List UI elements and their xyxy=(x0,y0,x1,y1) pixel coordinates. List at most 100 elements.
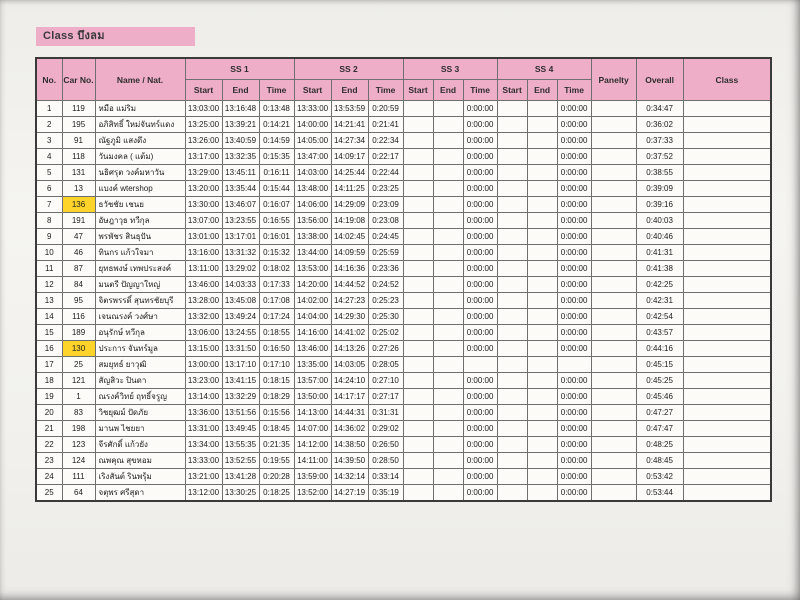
ss3-start-cell xyxy=(402,420,434,437)
overall-cell: 0:53:42 xyxy=(635,468,684,485)
result-row: 8 191 อัษฎาวุธ ทวีกุล 13:07:00 13:23:55 0:16:… xyxy=(35,212,772,229)
ss4-time-cell: 0:00:00 xyxy=(556,308,592,325)
car-no-cell: 119 xyxy=(61,100,96,117)
ss4-time-cell: 0:00:00 xyxy=(556,100,592,117)
result-row: 10 46 ทินกร แก้วใจมา 13:16:00 13:31:32 0:15:3… xyxy=(35,244,772,261)
ss2-time-cell: 0:28:50 xyxy=(367,452,404,469)
col-header-overall: Overall xyxy=(635,57,684,101)
ss2-start-cell: 14:20:00 xyxy=(293,276,332,293)
ss3-start-cell xyxy=(402,324,434,341)
col-header-ss4: SS 4 xyxy=(496,57,592,80)
ss3-start-cell xyxy=(402,244,434,261)
ss1-start-cell: 13:25:00 xyxy=(184,116,223,133)
ss3-start-cell xyxy=(402,388,434,405)
panelty-cell xyxy=(590,324,637,341)
ss4-end-cell xyxy=(526,148,558,165)
class-cell xyxy=(682,100,772,117)
ss1-start-cell: 13:07:00 xyxy=(184,212,223,229)
result-row: 22 123 จีรศักดิ์ แก้วยัง 13:34:00 13:55:35 0:… xyxy=(35,436,772,453)
ss2-time-cell: 0:25:59 xyxy=(367,244,404,261)
ss4-time-cell: 0:00:00 xyxy=(556,404,592,421)
ss3-time-cell: 0:00:00 xyxy=(462,436,498,453)
ss4-start-cell xyxy=(496,132,528,149)
ss1-time-cell: 0:13:48 xyxy=(258,100,295,117)
ss3-time-cell: 0:00:00 xyxy=(462,212,498,229)
col-header-ss3: SS 3 xyxy=(402,57,498,80)
ss2-end-cell: 14:21:41 xyxy=(330,116,369,133)
ss1-time-cell: 0:18:25 xyxy=(258,484,295,502)
ss1-end-cell: 13:41:28 xyxy=(221,468,260,485)
ss3-end-cell xyxy=(432,276,464,293)
ss3-end-cell xyxy=(432,196,464,213)
ss2-time-cell: 0:23:25 xyxy=(367,180,404,197)
no-cell: 18 xyxy=(35,372,63,389)
ss3-start-cell xyxy=(402,148,434,165)
ss4-time-cell: 0:00:00 xyxy=(556,292,592,309)
result-row: 17 25 สมยุทธ์ ยาวุฒิ 13:00:00 13:17:10 0:17:1… xyxy=(35,356,772,373)
ss3-end-cell xyxy=(432,484,464,502)
class-cell xyxy=(682,148,772,165)
class-cell xyxy=(682,484,772,502)
ss4-time-cell: 0:00:00 xyxy=(556,228,592,245)
ss4-end-cell xyxy=(526,404,558,421)
ss1-start-cell: 13:31:00 xyxy=(184,420,223,437)
col-header-ss2-time: Time xyxy=(367,79,404,101)
ss1-end-cell: 13:32:35 xyxy=(221,148,260,165)
result-row: 18 121 สัญสิวะ ปินดา 13:23:00 13:41:15 0:18:1… xyxy=(35,372,772,389)
overall-cell: 0:45:46 xyxy=(635,388,684,405)
name-cell: มานพ ไชยยา xyxy=(94,420,186,437)
ss3-time-cell: 0:00:00 xyxy=(462,452,498,469)
ss3-end-cell xyxy=(432,372,464,389)
ss3-end-cell xyxy=(432,228,464,245)
ss2-start-cell: 14:06:00 xyxy=(293,196,332,213)
ss4-time-cell: 0:00:00 xyxy=(556,132,592,149)
no-cell: 6 xyxy=(35,180,63,197)
overall-cell: 0:39:16 xyxy=(635,196,684,213)
car-no-cell: 91 xyxy=(61,132,96,149)
class-cell xyxy=(682,276,772,293)
ss3-start-cell xyxy=(402,276,434,293)
class-cell xyxy=(682,244,772,261)
ss1-time-cell: 0:15:44 xyxy=(258,180,295,197)
ss4-time-cell: 0:00:00 xyxy=(556,148,592,165)
car-no-cell: 111 xyxy=(61,468,96,485)
car-no-cell: 83 xyxy=(61,404,96,421)
ss1-start-cell: 13:36:00 xyxy=(184,404,223,421)
ss4-time-cell: 0:00:00 xyxy=(556,116,592,133)
col-header-ss1-start: Start xyxy=(184,79,223,101)
ss3-start-cell xyxy=(402,468,434,485)
result-row: 24 111 เริงสันต์ รินพรุ้ม 13:21:00 13:41:28 0… xyxy=(35,468,772,485)
class-cell xyxy=(682,260,772,277)
no-cell: 16 xyxy=(35,340,63,357)
overall-cell: 0:48:25 xyxy=(635,436,684,453)
overall-cell: 0:37:52 xyxy=(635,148,684,165)
ss4-end-cell xyxy=(526,212,558,229)
no-cell: 2 xyxy=(35,116,63,133)
overall-cell: 0:37:33 xyxy=(635,132,684,149)
table-body: 1 119 หมือ แม่ริม 13:03:00 13:16:48 0:13:48 13… xyxy=(35,100,772,502)
ss2-start-cell: 13:57:00 xyxy=(293,372,332,389)
ss3-start-cell xyxy=(402,436,434,453)
panelty-cell xyxy=(590,372,637,389)
name-cell: ทินกร แก้วใจมา xyxy=(94,244,186,261)
ss2-time-cell: 0:20:59 xyxy=(367,100,404,117)
ss1-time-cell: 0:17:33 xyxy=(258,276,295,293)
ss4-end-cell xyxy=(526,196,558,213)
ss4-start-cell xyxy=(496,436,528,453)
ss4-end-cell xyxy=(526,164,558,181)
class-cell xyxy=(682,212,772,229)
car-no-cell: 84 xyxy=(61,276,96,293)
car-no-cell: 116 xyxy=(61,308,96,325)
class-cell xyxy=(682,196,772,213)
ss1-start-cell: 13:15:00 xyxy=(184,340,223,357)
overall-cell: 0:42:25 xyxy=(635,276,684,293)
ss4-start-cell xyxy=(496,372,528,389)
ss3-start-cell xyxy=(402,116,434,133)
no-cell: 10 xyxy=(35,244,63,261)
ss3-start-cell xyxy=(402,452,434,469)
ss3-end-cell xyxy=(432,388,464,405)
no-cell: 14 xyxy=(35,308,63,325)
ss4-time-cell: 0:00:00 xyxy=(556,260,592,277)
overall-cell: 0:40:03 xyxy=(635,212,684,229)
ss2-start-cell: 13:35:00 xyxy=(293,356,332,373)
